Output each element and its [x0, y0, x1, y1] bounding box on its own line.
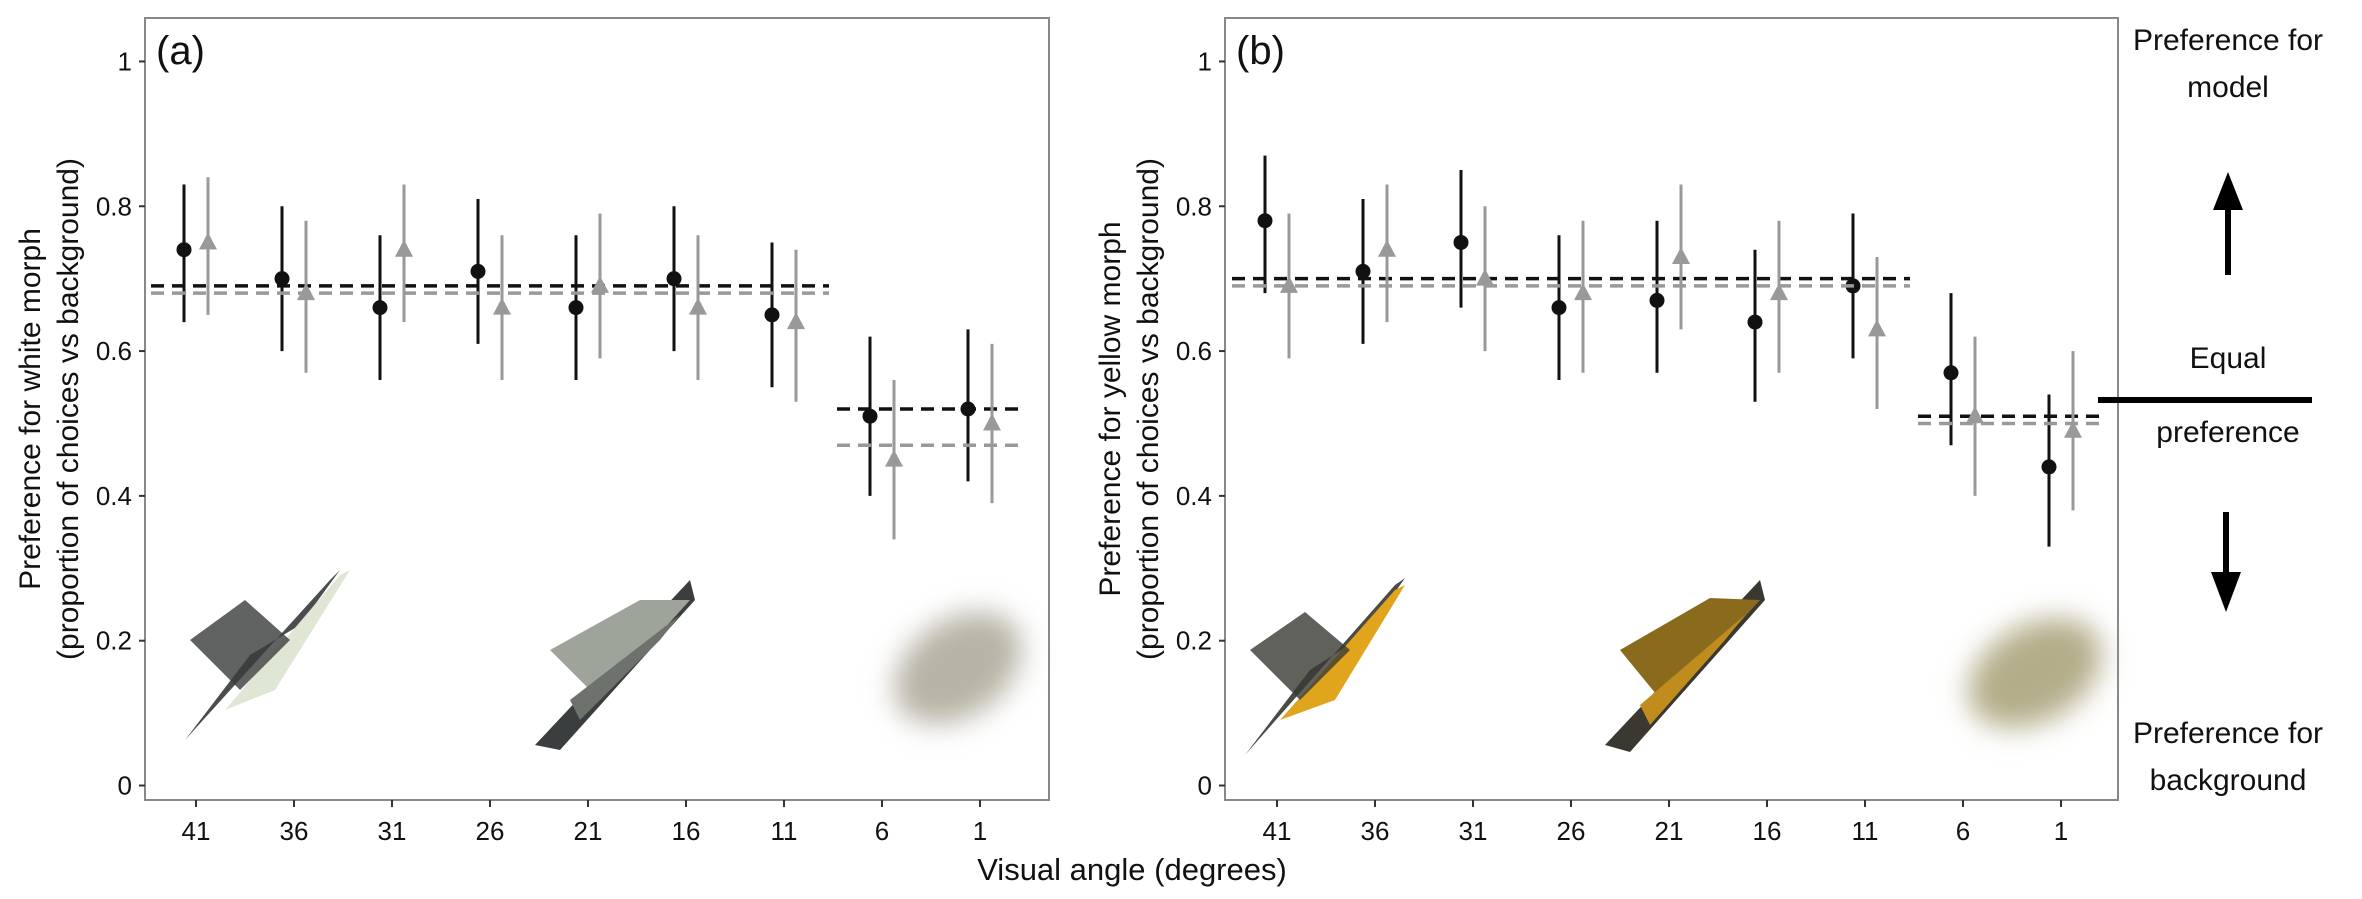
arrow-down-icon [2211, 512, 2241, 612]
y-tick-label: 0.6 [96, 336, 132, 366]
panel-b-label: (b) [1236, 29, 1285, 73]
data-point-circle [1355, 263, 1371, 279]
y-axis-label-line: (proportion of choices vs background) [52, 158, 85, 660]
data-point-circle [666, 271, 682, 287]
annotation-equal-line-2: preference [2156, 416, 2299, 449]
data-point-triangle [591, 275, 609, 293]
data-point-triangle [1770, 283, 1788, 301]
y-axis-label-line: (proportion of choices vs background) [1132, 158, 1165, 660]
data-point-circle [1453, 234, 1469, 250]
data-point-circle [1649, 292, 1665, 308]
panel-b-insets [1245, 578, 2102, 755]
data-point-triangle [787, 312, 805, 330]
data-point-triangle [1868, 319, 1886, 337]
data-point-triangle [1672, 246, 1690, 264]
data-point-triangle [1966, 406, 1984, 424]
y-axis-label-line: Preference for yellow morph [1094, 221, 1127, 596]
data-point-circle [1747, 314, 1763, 330]
x-tick-label: 41 [1263, 816, 1292, 846]
y-tick-label: 0.4 [1176, 481, 1212, 511]
x-tick-label: 1 [2054, 816, 2068, 846]
data-point-circle [960, 401, 976, 417]
y-tick-label: 0.8 [1176, 191, 1212, 221]
data-point-triangle [983, 413, 1001, 431]
panel-b: (b) [1224, 17, 2119, 801]
x-tick-label: 11 [1852, 816, 1879, 846]
y-tick-label: 0 [118, 771, 132, 801]
x-axis-label: Visual angle (degrees) [977, 852, 1287, 887]
arrow-up-icon [2213, 172, 2243, 275]
y-tick-label: 0.2 [1176, 626, 1212, 656]
data-point-triangle [2064, 420, 2082, 438]
panel-a-plot: 0 0.2 0.4 0.6 0.8 1 41 36 31 26 21 16 11 6 1 Preference… [14, 46, 1025, 846]
annotation-background-line-2: background [2150, 764, 2307, 797]
data-point-circle [372, 300, 388, 316]
data-point-triangle [1378, 239, 1396, 257]
data-point-circle [470, 263, 486, 279]
x-tick-label: 1 [973, 816, 987, 846]
y-tick-label: 1 [1198, 46, 1212, 76]
y-tick-label: 0.8 [96, 191, 132, 221]
x-tick-label: 6 [875, 816, 889, 846]
data-point-triangle [1574, 283, 1592, 301]
x-tick-label: 41 [182, 816, 211, 846]
data-point-triangle [199, 232, 217, 250]
annotation-model-line-1: Preference for [2133, 24, 2323, 57]
data-point-circle [1257, 213, 1273, 229]
white-morph-full-res-image [185, 570, 350, 740]
data-point-circle [176, 242, 192, 258]
y-axis-label-line: Preference for white morph [14, 228, 47, 590]
x-tick-label: 16 [1753, 816, 1782, 846]
panel-b-frame [1224, 17, 2119, 801]
x-tick-label: 11 [771, 816, 798, 846]
data-point-triangle [885, 449, 903, 467]
x-tick-label: 26 [476, 816, 505, 846]
panel-a-label: (a) [156, 29, 205, 73]
x-tick-label: 31 [1459, 816, 1488, 846]
panel-a-insets [185, 570, 1022, 750]
data-point-circle [862, 408, 878, 424]
y-tick-label: 0.2 [96, 626, 132, 656]
data-point-circle [2041, 459, 2057, 475]
data-point-circle [764, 307, 780, 323]
x-tick-label: 21 [1655, 816, 1684, 846]
data-point-circle [274, 271, 290, 287]
annotation-background-line-1: Preference for [2133, 717, 2323, 750]
x-tick-label: 36 [1361, 816, 1390, 846]
data-point-triangle [493, 297, 511, 315]
x-tick-label: 16 [672, 816, 701, 846]
data-point-triangle [297, 283, 315, 301]
data-point-triangle [689, 297, 707, 315]
panel-b-plot: 0 0.2 0.4 0.6 0.8 1 41 36 31 26 21 16 11 6 1 Preference… [1094, 46, 2106, 846]
panel-a-frame [144, 17, 1050, 801]
annotation-equal-line-1: Equal [2190, 342, 2267, 375]
data-point-triangle [395, 239, 413, 257]
y-tick-label: 1 [118, 46, 132, 76]
white-morph-mid-res-image [535, 580, 695, 750]
white-morph-blurred-image [894, 611, 1022, 725]
x-tick-label: 6 [1956, 816, 1970, 846]
data-point-circle [568, 300, 584, 316]
y-tick-label: 0 [1198, 771, 1212, 801]
data-point-triangle [1280, 275, 1298, 293]
yellow-morph-blurred-image [1968, 618, 2102, 728]
data-point-triangle [1476, 268, 1494, 286]
data-point-circle [1551, 300, 1567, 316]
right-annotations: Preference for model Equal preference Pr… [2098, 24, 2323, 797]
x-tick-label: 36 [280, 816, 309, 846]
yellow-morph-mid-res-image [1605, 580, 1765, 752]
data-point-circle [1943, 365, 1959, 381]
x-tick-label: 26 [1557, 816, 1586, 846]
y-tick-label: 0.4 [96, 481, 132, 511]
panel-a: (a) [144, 17, 1050, 801]
annotation-model-line-2: model [2187, 71, 2269, 104]
x-tick-label: 31 [378, 816, 407, 846]
y-tick-label: 0.6 [1176, 336, 1212, 366]
yellow-morph-full-res-image [1245, 578, 1405, 755]
x-tick-label: 21 [574, 816, 603, 846]
